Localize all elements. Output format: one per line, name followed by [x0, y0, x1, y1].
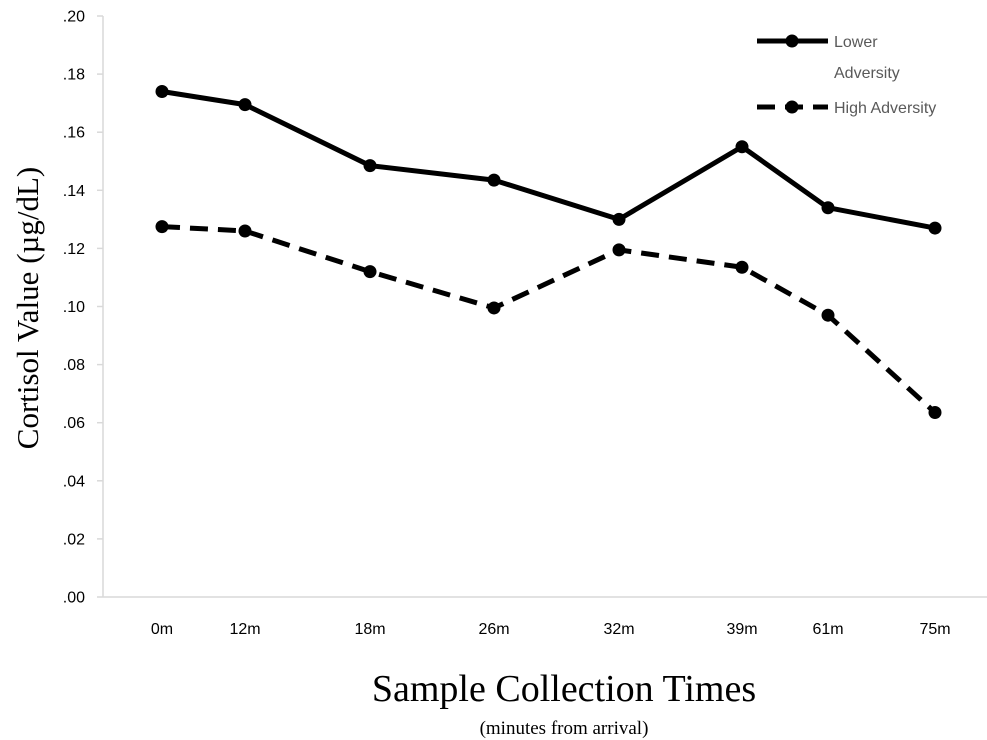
data-point [487, 173, 501, 187]
x-tick-label: 26m [478, 621, 509, 638]
y-tick-label: .08 [63, 357, 85, 374]
x-axis-sublabel: (minutes from arrival) [480, 718, 649, 739]
x-tick-label: 18m [354, 621, 385, 638]
legend-label: Adversity [834, 65, 900, 82]
legend-label: Lower [834, 34, 878, 51]
data-point [363, 265, 377, 279]
x-tick-labels: 0m 12m 18m 26m 32m 39m 61m 75m [151, 621, 951, 638]
data-point [821, 308, 835, 322]
y-tick-label: .20 [63, 9, 85, 26]
legend-swatch-point [785, 34, 799, 48]
y-tick-label: .10 [63, 299, 85, 316]
x-tick-label: 0m [151, 621, 173, 638]
x-tick-label: 61m [812, 621, 843, 638]
data-point [363, 159, 377, 173]
data-point [612, 243, 626, 257]
series-lines [161, 89, 937, 415]
axes [97, 15, 987, 598]
y-tick-label: .02 [63, 531, 85, 548]
data-point [238, 224, 252, 238]
data-point [155, 85, 169, 99]
data-point [928, 406, 942, 420]
series-points [155, 85, 942, 420]
data-point [735, 260, 749, 274]
series-line-high-adversity [161, 224, 937, 415]
y-tick-label: .12 [63, 241, 85, 258]
y-tick-labels: .00 .02 .04 .06 .08 .10 .12 .14 .16 .18 .20 [63, 9, 85, 607]
data-point [928, 221, 942, 235]
data-point [821, 201, 835, 215]
x-tick-label: 39m [726, 621, 757, 638]
y-tick-label: .06 [63, 415, 85, 432]
legend-label: High Adversity [834, 100, 936, 117]
y-tick-label: .00 [63, 590, 85, 607]
x-tick-label: 12m [229, 621, 260, 638]
data-point [238, 98, 252, 112]
legend-swatch-point [785, 100, 799, 114]
data-point [735, 140, 749, 154]
y-tick-label: .16 [63, 125, 85, 142]
x-tick-label: 32m [603, 621, 634, 638]
data-point [612, 212, 626, 226]
x-axis-label: Sample Collection Times [372, 668, 756, 710]
data-point [487, 301, 501, 315]
legend: Lower Adversity High Adversity [757, 34, 936, 117]
series-line-lower-adversity [161, 89, 936, 231]
data-point [155, 220, 169, 234]
y-tick-label: .04 [63, 473, 85, 490]
y-tick-label: .18 [63, 67, 85, 84]
y-axis-label: Cortisol Value (µg/dL) [10, 167, 45, 449]
y-tick-label: .14 [63, 183, 85, 200]
x-tick-label: 75m [919, 621, 950, 638]
